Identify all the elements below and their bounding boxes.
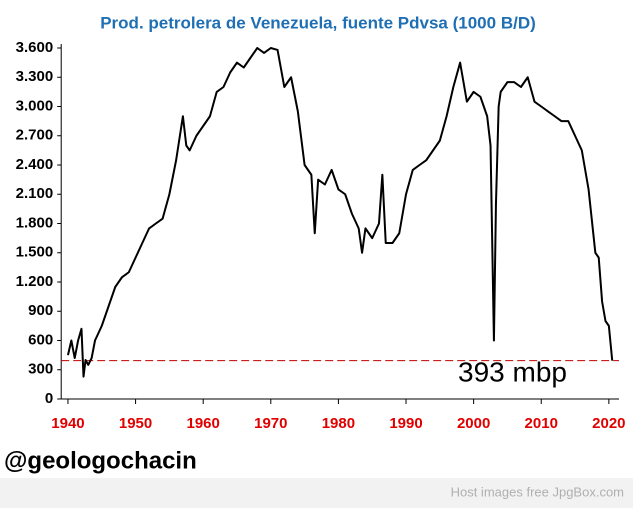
x-tick-label: 1970 — [254, 415, 287, 432]
x-tick-label: 2010 — [525, 415, 558, 432]
x-tick-label: 1940 — [51, 415, 84, 432]
y-tick-label: 300 — [28, 361, 53, 378]
footer: Host images free JpgBox.com — [451, 484, 624, 499]
y-tick-label: 3.000 — [16, 97, 54, 114]
y-tick-label: 0 — [45, 390, 53, 407]
y-tick-label: 1.500 — [16, 244, 54, 261]
y-tick-label: 2.100 — [16, 185, 54, 202]
y-tick-label: 3.600 — [16, 39, 54, 56]
y-tick-label: 3.300 — [16, 68, 54, 85]
chart-title: Prod. petrolera de Venezuela, fuente Pdv… — [100, 13, 536, 32]
y-tick-label: 600 — [28, 331, 53, 348]
y-tick-label: 2.400 — [16, 156, 54, 173]
x-tick-label: 2020 — [592, 415, 625, 432]
y-tick-label: 2.700 — [16, 127, 54, 144]
y-tick-label: 1.200 — [16, 273, 54, 290]
line-series — [66, 47, 614, 378]
annotation: 393 mbp — [458, 356, 567, 387]
x-tick-label: 1980 — [322, 415, 355, 432]
x-tick-label: 1960 — [186, 415, 219, 432]
footer-band — [0, 478, 633, 508]
y-tick-label: 1.800 — [16, 214, 54, 231]
x-tick-label: 1950 — [119, 415, 152, 432]
y-tick-label: 900 — [28, 302, 53, 319]
x-tick-label: 1990 — [389, 415, 422, 432]
x-tick-label: 2000 — [457, 415, 490, 432]
credit: @geologochacin — [4, 447, 197, 474]
